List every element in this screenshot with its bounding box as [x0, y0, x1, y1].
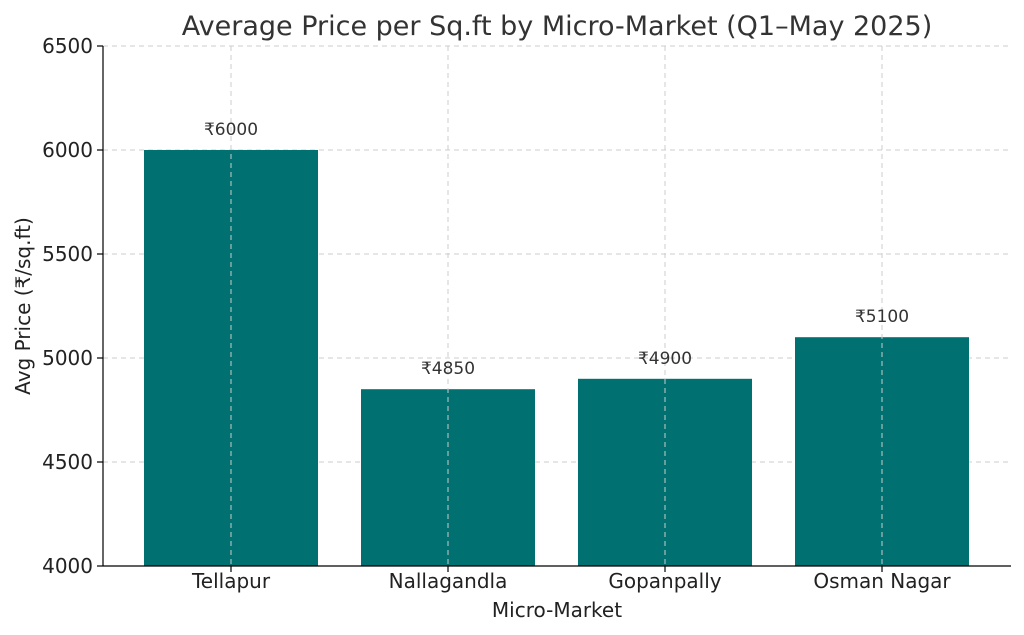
y-tick-label: 6500: [42, 34, 93, 58]
data-label: ₹5100: [855, 307, 909, 327]
y-tick-label: 4500: [42, 450, 93, 474]
y-tick-label: 5500: [42, 242, 93, 266]
x-tick-label: Nallagandla: [389, 569, 508, 593]
y-tick-label: 6000: [42, 138, 93, 162]
data-label: ₹4900: [638, 349, 692, 369]
y-tick-label: 5000: [42, 346, 93, 370]
chart-title: Average Price per Sq.ft by Micro-Market …: [182, 11, 933, 42]
x-tick-label: Osman Nagar: [813, 569, 951, 593]
x-tick-label: Tellapur: [191, 569, 271, 593]
labels-layer: 4000 4500 5000 5500 6000 6500 Tellapur ₹6000 Nal…: [42, 34, 951, 593]
data-label: ₹4850: [421, 359, 475, 379]
y-tick-label: 4000: [42, 554, 93, 578]
x-axis-label: Micro-Market: [492, 598, 622, 622]
x-tick-label: Gopanpally: [608, 569, 721, 593]
data-label: ₹6000: [204, 120, 258, 140]
x-grid-layer: [230, 46, 883, 566]
axes-layer: [97, 45, 1011, 572]
y-axis-label: Avg Price (₹/sq.ft): [11, 217, 35, 395]
